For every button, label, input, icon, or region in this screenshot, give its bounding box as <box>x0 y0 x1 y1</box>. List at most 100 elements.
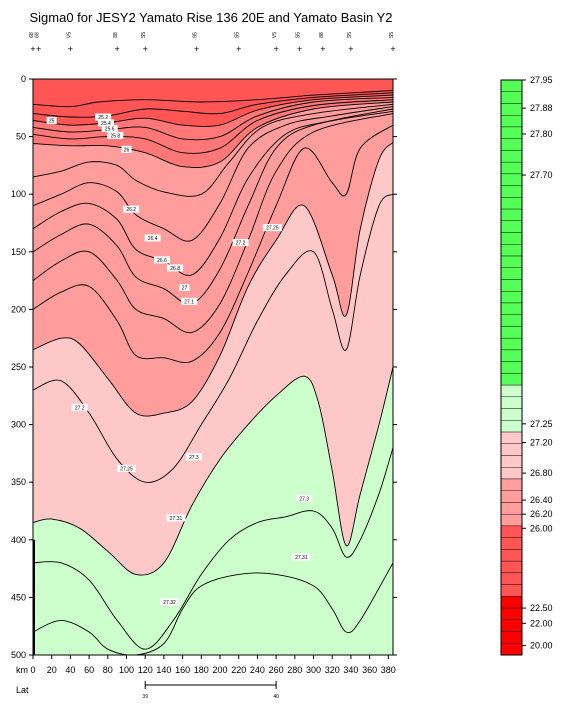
contour-label: 27.1 <box>184 299 194 305</box>
x-tick-label: 360 <box>362 665 377 675</box>
x-tick-label: 160 <box>175 665 190 675</box>
station-marker: + <box>348 44 353 54</box>
contour-label-bg <box>123 205 140 213</box>
contour-label-bg <box>185 453 202 461</box>
x-tick-label: 380 <box>381 665 396 675</box>
contour-label: 27.31 <box>295 555 308 561</box>
contour-label-bg <box>232 239 249 247</box>
colorbar-cell <box>500 537 523 550</box>
colorbar-tick-label: 27.70 <box>530 170 553 180</box>
y-tick-label: 100 <box>11 189 26 199</box>
contour-label-bg <box>181 297 198 305</box>
latitude-axis: 39 40 <box>142 681 279 700</box>
station-markers: 68+68+V5+88+S5+95+S5+V5+S5+88+S5+S5+ <box>29 32 396 54</box>
station-marker: + <box>390 44 395 54</box>
contour-label-bg <box>296 494 313 502</box>
contour-line-27 <box>33 113 393 334</box>
colorbar-cell <box>500 232 523 245</box>
colorbar-cell <box>500 244 523 257</box>
x-tick-label: 200 <box>212 665 227 675</box>
colorbar-tick-label: 26.80 <box>530 468 553 478</box>
colorbar: 27.95 27.88 27.80 27.70 27.25 27.20 26.80 26.40… <box>500 75 553 656</box>
contour-line-25-8 <box>33 99 393 154</box>
contour-line-26-4 <box>33 106 393 242</box>
colorbar-frame <box>500 79 523 656</box>
contour-label: 27.25 <box>266 226 279 232</box>
colorbar-cell <box>500 420 523 433</box>
contour-label-bg <box>291 553 311 561</box>
contour-line-27-25 <box>33 193 393 483</box>
contour-label: 26 <box>124 147 130 153</box>
station-marker: + <box>143 44 148 54</box>
colorbar-cell <box>500 525 523 538</box>
y-tick-label: 500 <box>11 650 26 660</box>
contour-label: 27.31 <box>170 516 183 522</box>
contour-label: 26.8 <box>170 266 180 272</box>
lat-tick-label: 40 <box>273 694 279 700</box>
colorbar-cell <box>500 279 523 292</box>
lat-tick-label: 39 <box>142 694 148 700</box>
contour-line-25-4 <box>33 94 393 127</box>
contour-label: 26.2 <box>126 207 136 213</box>
colorbar-tick-label: 27.20 <box>530 438 553 448</box>
station-id: S5 <box>141 32 147 38</box>
contour-label: 27 <box>182 286 188 292</box>
contour-label-bg <box>262 224 282 232</box>
colorbar-cell <box>500 396 523 409</box>
colorbar-tick-label: 26.00 <box>530 523 553 533</box>
y-tick-label: 150 <box>11 247 26 257</box>
contour-label: 25.6 <box>105 127 115 133</box>
contour-label-bg <box>166 514 186 522</box>
contour-label: 25 <box>49 118 55 124</box>
colorbar-cell <box>500 549 523 562</box>
colorbar-cell <box>500 607 523 620</box>
x-tick-label: 280 <box>287 665 302 675</box>
station-marker: + <box>115 44 120 54</box>
colorbar-cell <box>500 455 523 468</box>
y-tick-label: 250 <box>11 362 26 372</box>
colorbar-tick-label: 26.40 <box>530 495 553 505</box>
y-tick-label: 400 <box>11 535 26 545</box>
contour-label-bg <box>101 125 118 133</box>
colorbar-cell <box>500 584 523 597</box>
contour-label: 27.3 <box>189 455 199 461</box>
station-marker: + <box>194 44 199 54</box>
colorbar-cell <box>500 138 523 151</box>
colorbar-cell <box>500 91 523 104</box>
contour-line-27-31 <box>33 447 393 650</box>
contour-label-bg <box>107 131 124 139</box>
chart-title: Sigma0 for JESY2 Yamato Rise 136 20E and… <box>29 10 392 25</box>
contour-line-27-3 <box>33 366 393 576</box>
y-tick-label: 450 <box>11 592 26 602</box>
colorbar-tick-label: 27.80 <box>530 129 553 139</box>
station-id: S5 <box>389 32 395 38</box>
contour-label-bg <box>46 116 57 124</box>
colorbar-cell <box>500 431 523 444</box>
colorbar-cell <box>500 408 523 421</box>
contour-line-27-32 <box>33 562 393 655</box>
station-id: 95 <box>193 32 199 38</box>
colorbar-cell <box>500 349 523 362</box>
contour-label: 27.2 <box>75 405 85 411</box>
x-tick-label: 60 <box>84 665 94 675</box>
y-tick-label: 300 <box>11 420 26 430</box>
station-marker: + <box>273 44 278 54</box>
station-marker: + <box>36 44 41 54</box>
x-tick-label: 220 <box>231 665 246 675</box>
colorbar-cell <box>500 478 523 491</box>
colorbar-cell <box>500 643 523 656</box>
colorbar-cell <box>500 443 523 456</box>
colorbar-cell <box>500 255 523 268</box>
colorbar-cell <box>500 267 523 280</box>
contour-label-bg <box>95 113 112 121</box>
y-tick-label: 0 <box>21 74 26 84</box>
x-tick-label: 80 <box>103 665 113 675</box>
station-id: V5 <box>66 32 72 38</box>
lat-axis-title: Lat <box>16 685 29 695</box>
station-marker: + <box>320 44 325 54</box>
station-marker: + <box>236 44 241 54</box>
colorbar-cell <box>500 467 523 480</box>
station-id: 68 <box>35 32 41 38</box>
contour-label-bg <box>154 256 171 264</box>
colorbar-cell <box>500 150 523 163</box>
